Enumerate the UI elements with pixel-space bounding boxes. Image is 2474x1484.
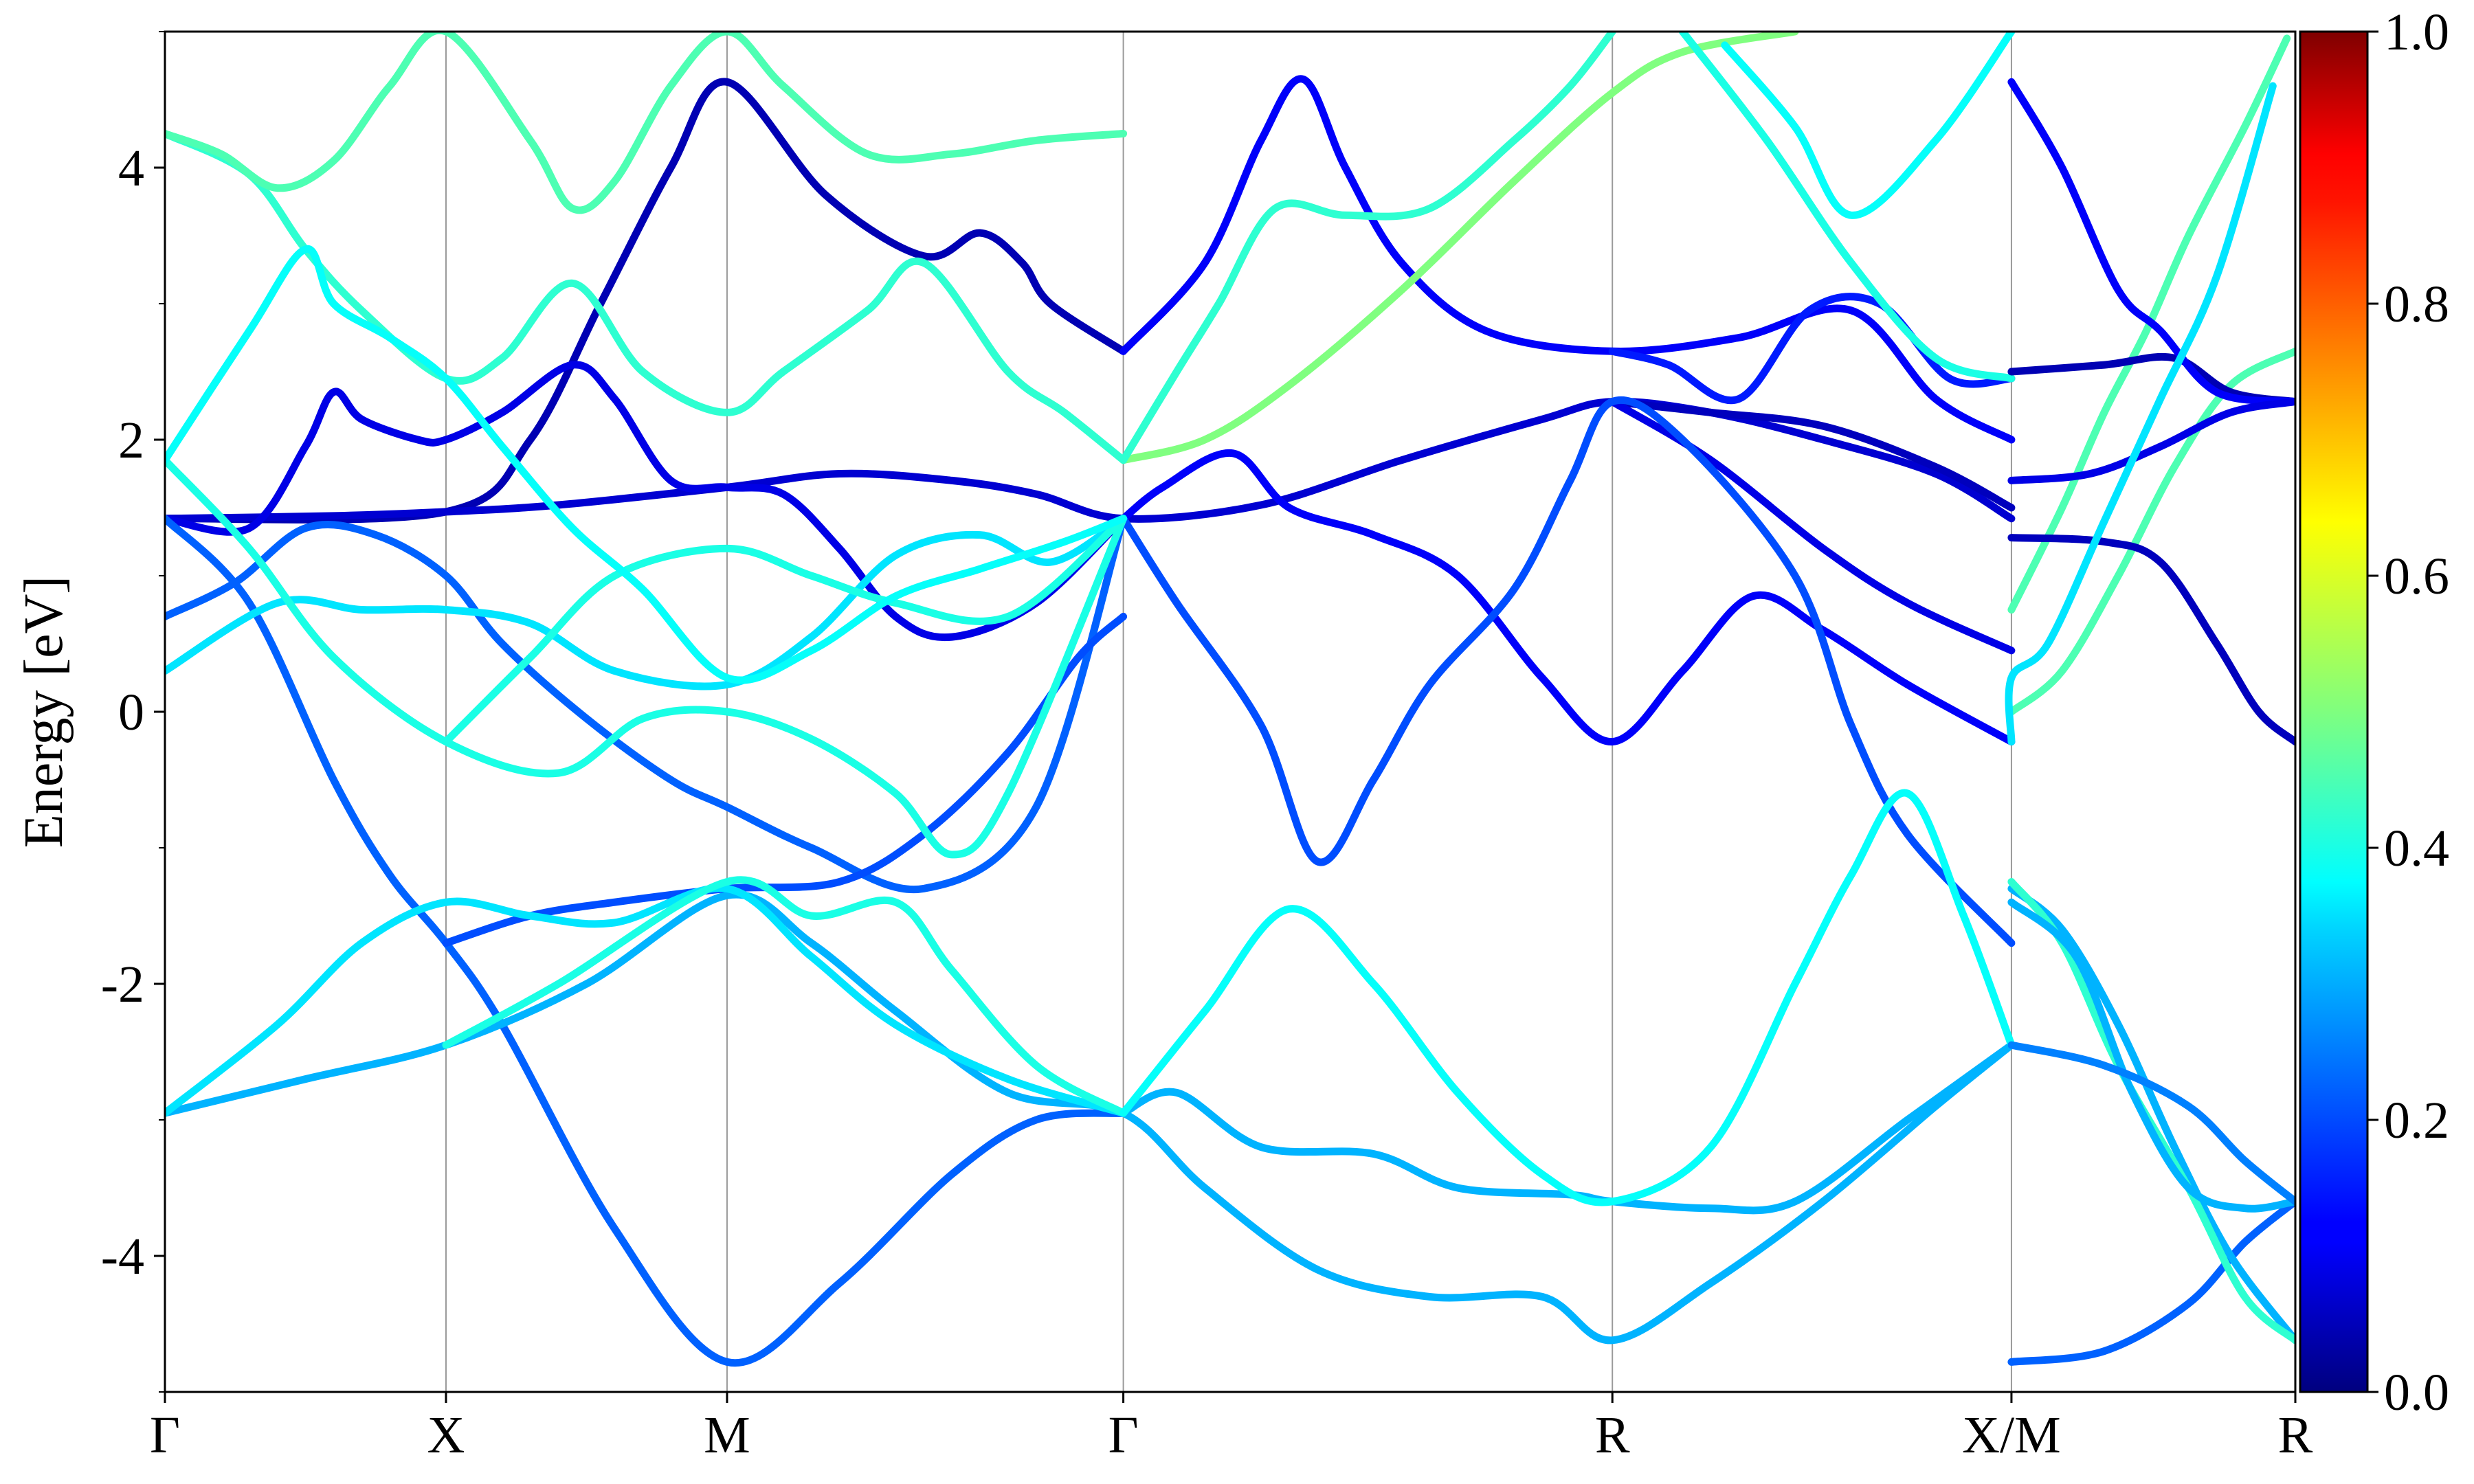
band-lines <box>165 32 2295 1367</box>
x-axis-ticks: Γ X M Γ R X/M R <box>150 1392 2313 1464</box>
band-line <box>165 78 1128 524</box>
band-line <box>1119 789 2016 1206</box>
colorbar-tick-label: 0.2 <box>2384 1092 2449 1149</box>
band-line <box>1119 32 1799 464</box>
band-line <box>165 890 2016 1345</box>
band-line <box>2007 347 2295 716</box>
plot-frame <box>164 30 2297 1393</box>
y-axis-ticks: 4 2 0 -2 -4 <box>101 31 165 1393</box>
band-line <box>2007 78 2295 406</box>
colorbar-gradient <box>2299 30 2369 1393</box>
band-line <box>1119 32 1616 464</box>
band-line <box>1608 398 2016 512</box>
band-line <box>165 515 1128 894</box>
y-axis-label: Energy [eV] <box>14 576 74 848</box>
band-line <box>2007 34 2291 614</box>
x-tick-label: Γ <box>150 1406 180 1464</box>
colorbar: 0.0 0.2 0.4 0.6 0.8 1.0 <box>2299 3 2449 1421</box>
band-line <box>165 361 1128 642</box>
band-line <box>2005 82 2277 746</box>
band-line <box>1678 32 2016 383</box>
colorbar-tick-label: 0.0 <box>2384 1364 2449 1421</box>
band-line <box>2007 398 2295 484</box>
band-line <box>2007 352 2295 406</box>
band-line <box>165 515 1128 1367</box>
x-tick-label: X <box>427 1406 465 1464</box>
band-line <box>442 515 1128 746</box>
band-line <box>165 515 1128 690</box>
y-tick-label: 4 <box>118 139 144 197</box>
band-line <box>2007 534 2295 746</box>
band-line <box>165 456 1128 859</box>
band-line <box>1721 32 2016 219</box>
x-tick-label: R <box>2278 1406 2313 1464</box>
colorbar-tick-label: 0.4 <box>2384 820 2449 877</box>
band-line <box>442 876 1128 1117</box>
colorbar-ticks: 0.0 0.2 0.4 0.6 0.8 1.0 <box>2367 3 2449 1421</box>
colorbar-tick-label: 0.6 <box>2384 548 2449 605</box>
x-tick-label: Γ <box>1108 1406 1139 1464</box>
band-line <box>1119 449 2016 746</box>
band-line <box>165 245 1128 684</box>
colorbar-tick-label: 1.0 <box>2384 3 2449 61</box>
band-line <box>2007 878 2295 1345</box>
band-line <box>2007 898 2295 1213</box>
x-tick-label: X/M <box>1962 1406 2061 1464</box>
band-line <box>1119 396 2016 947</box>
band-line <box>165 32 1128 214</box>
band-line <box>2007 1041 2295 1206</box>
y-tick-label: 0 <box>118 684 144 741</box>
band-line <box>1608 293 2016 405</box>
y-tick-label: -4 <box>101 1228 144 1285</box>
band-line <box>1119 1041 2016 1215</box>
band-line <box>165 884 1128 1117</box>
y-tick-label: -2 <box>101 956 144 1013</box>
band-line <box>165 397 2016 523</box>
band-line <box>1119 75 2016 444</box>
colorbar-tick-label: 0.8 <box>2384 276 2449 333</box>
band-line <box>165 130 1128 464</box>
y-tick-label: 2 <box>118 412 144 469</box>
band-line <box>2007 884 2295 1345</box>
x-tick-label: M <box>704 1406 750 1464</box>
band-line <box>2007 1198 2295 1366</box>
x-tick-label: R <box>1595 1406 1630 1464</box>
